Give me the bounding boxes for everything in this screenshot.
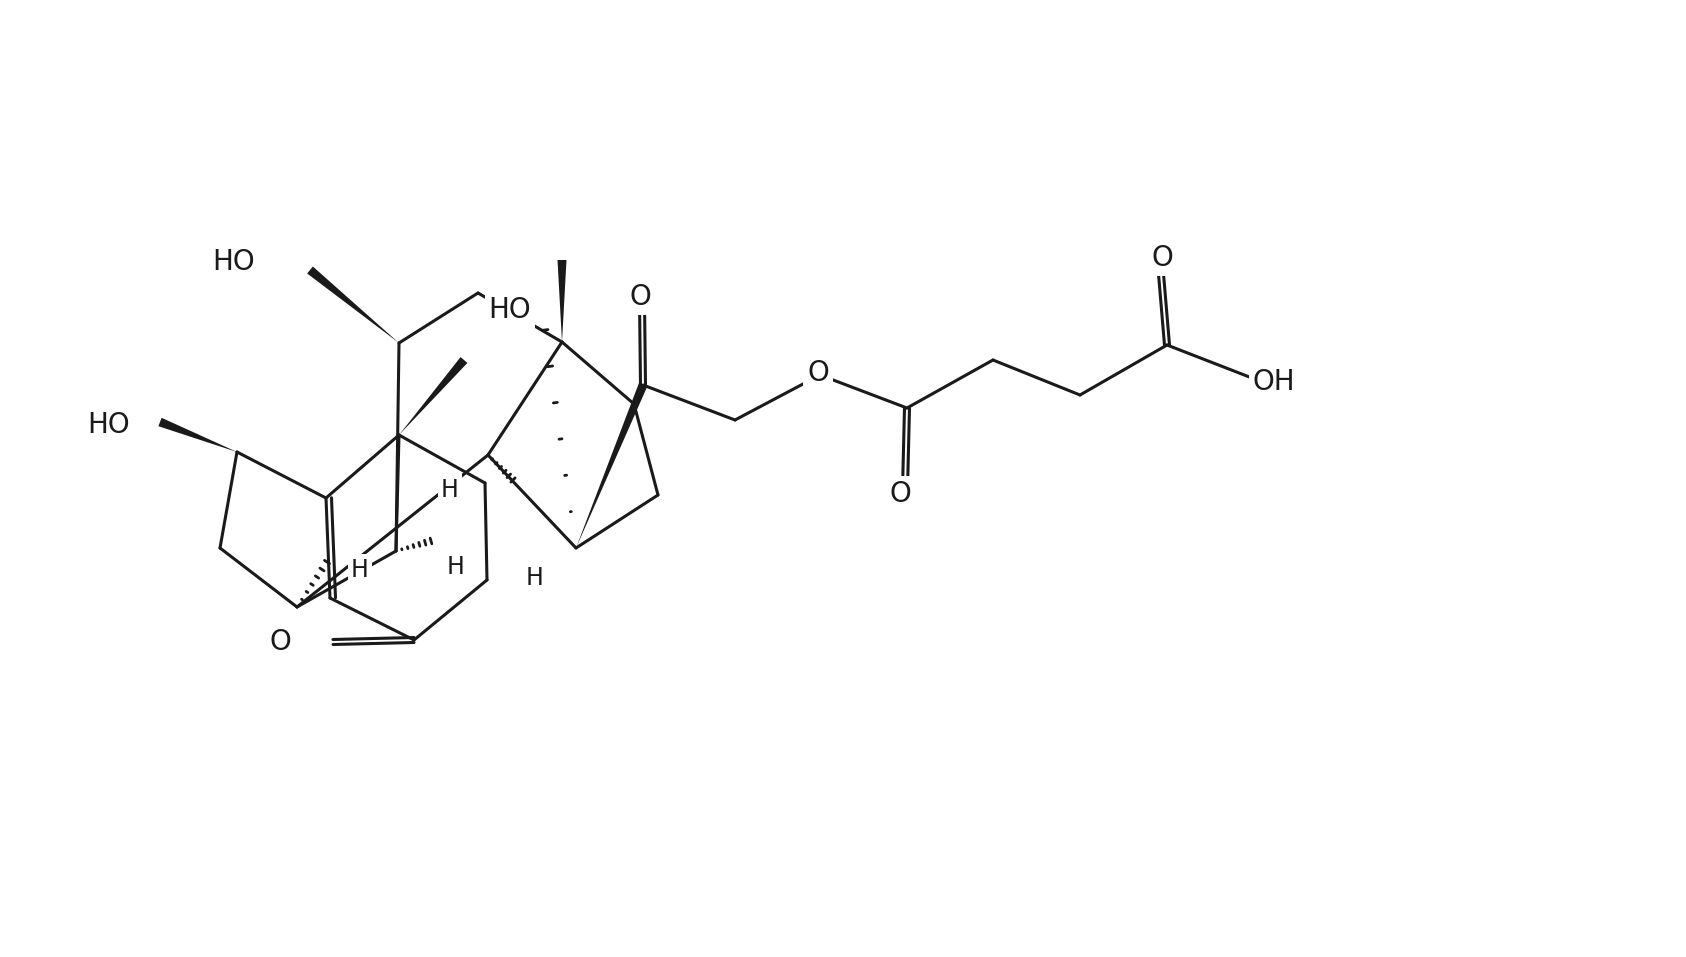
Text: O: O — [808, 359, 830, 387]
Polygon shape — [307, 266, 400, 343]
Text: HO: HO — [212, 248, 255, 276]
Polygon shape — [577, 384, 647, 548]
Text: HO: HO — [88, 411, 130, 439]
Text: OH: OH — [1253, 368, 1295, 396]
Polygon shape — [400, 357, 467, 435]
Polygon shape — [558, 260, 566, 342]
Text: O: O — [889, 480, 910, 508]
Text: HO: HO — [489, 296, 531, 324]
Text: H: H — [447, 555, 465, 579]
Polygon shape — [158, 418, 238, 452]
Text: O: O — [270, 628, 292, 656]
Text: H: H — [526, 566, 545, 590]
Text: H: H — [351, 558, 369, 582]
Text: O: O — [629, 283, 651, 311]
Text: H: H — [442, 478, 459, 502]
Text: O: O — [1152, 244, 1173, 272]
